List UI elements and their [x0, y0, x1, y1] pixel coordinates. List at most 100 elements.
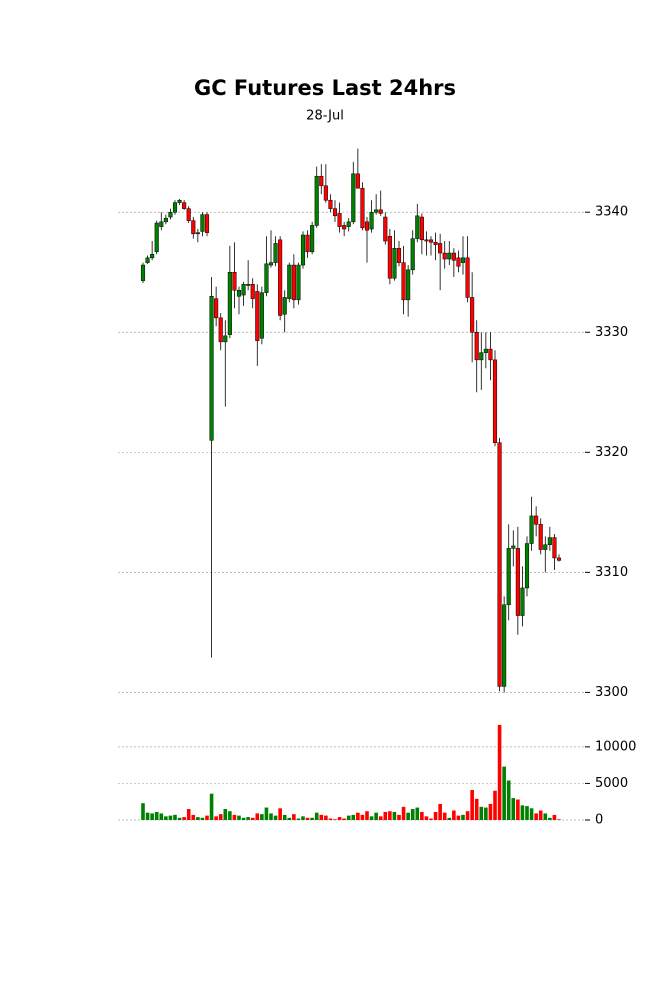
volume-bar — [351, 814, 356, 820]
candle-body — [428, 239, 434, 243]
candle-body — [223, 335, 228, 343]
candle-body — [314, 175, 319, 226]
volume-bar — [410, 809, 415, 820]
candle-body — [140, 264, 146, 281]
candle-body — [310, 225, 315, 253]
candle-body — [154, 222, 159, 253]
volume-bar — [456, 815, 461, 820]
volume-bar — [388, 811, 392, 820]
volume-bar — [342, 818, 346, 820]
candle-body — [255, 291, 260, 341]
candle-body — [465, 257, 470, 298]
candle-body — [159, 221, 164, 227]
volume-bar — [182, 817, 186, 820]
volume-bar — [292, 814, 296, 820]
volume-bar — [273, 815, 278, 820]
volume-bar — [205, 815, 209, 820]
candle-body — [250, 284, 255, 299]
volume-bar — [186, 809, 191, 820]
candle-body — [364, 221, 370, 231]
candle-body — [438, 243, 443, 254]
volume-bar — [429, 818, 433, 820]
candle-body — [456, 257, 461, 267]
volume-bar — [470, 790, 474, 820]
candle-body — [342, 225, 347, 230]
candle-body — [186, 208, 191, 221]
candle-body — [172, 202, 178, 213]
volume-bar — [529, 808, 534, 820]
volume-bar — [420, 811, 424, 820]
candle-body — [506, 548, 511, 606]
candle-body — [392, 247, 397, 279]
volume-bar — [141, 803, 145, 820]
volume-bar — [200, 817, 205, 820]
candle-body — [259, 292, 264, 339]
volume-bar — [264, 807, 269, 820]
candle-body — [168, 211, 173, 218]
y-tick-label: 3320 — [595, 445, 628, 460]
volume-bar — [269, 813, 273, 820]
candle-body — [328, 199, 333, 209]
candle-body — [305, 234, 310, 253]
volume-bar — [516, 799, 520, 820]
candle-body — [346, 221, 351, 227]
volume-bar — [484, 807, 488, 820]
volume-bar — [378, 816, 383, 820]
candle-body — [287, 264, 292, 299]
volume-bar — [488, 803, 493, 820]
volume-bar — [237, 815, 241, 820]
volume-bar — [543, 813, 548, 820]
y-tick-label: 5000 — [595, 776, 628, 791]
volume-bar — [406, 812, 410, 820]
candle-body — [433, 241, 438, 245]
volume-bar — [438, 803, 442, 820]
volume-bar — [314, 812, 319, 820]
volume-bar — [282, 814, 287, 820]
candle-body — [191, 220, 196, 235]
candle-body — [232, 271, 237, 291]
volume-bar — [465, 811, 470, 820]
candle-body — [337, 213, 342, 227]
candle-body — [246, 284, 251, 286]
volume-bar — [415, 807, 420, 820]
volume-bar — [557, 819, 561, 820]
candle-body — [209, 296, 214, 441]
volume-bar — [520, 805, 525, 820]
candle-body — [163, 217, 168, 223]
candle-body — [483, 348, 488, 353]
candle-body — [479, 352, 484, 361]
volume-bar — [525, 806, 529, 820]
volume-bar — [337, 817, 342, 820]
candle-body — [520, 587, 525, 616]
volume-bar — [397, 814, 401, 820]
candle-body — [556, 557, 562, 561]
volume-bar — [228, 811, 232, 820]
volume-bar — [218, 814, 223, 820]
y-tick-label: 3340 — [595, 205, 628, 220]
candle-body — [538, 524, 543, 550]
candle-body — [406, 269, 411, 301]
volume-bar — [442, 812, 447, 820]
volume-bar — [534, 813, 538, 820]
volume-bar — [287, 817, 292, 820]
volume-bar — [232, 814, 237, 820]
volume-bar — [223, 809, 228, 820]
volume-bar — [324, 815, 328, 820]
candle-body — [291, 264, 296, 301]
volume-bar — [196, 817, 200, 820]
volume-bar — [360, 814, 365, 820]
candle-body — [488, 348, 493, 361]
volume-bar — [191, 814, 196, 820]
volume-bar — [278, 808, 282, 820]
volume-bar — [159, 813, 164, 820]
candle-body — [241, 284, 246, 296]
candle-body — [515, 548, 520, 616]
volume-bar — [328, 818, 333, 820]
volume-bar — [164, 816, 168, 820]
candle-body — [470, 297, 475, 333]
candle-body — [529, 515, 534, 544]
candle-body — [319, 175, 324, 187]
volume-bar — [447, 817, 452, 820]
volume-bar — [246, 817, 250, 820]
candle-body — [195, 232, 200, 235]
